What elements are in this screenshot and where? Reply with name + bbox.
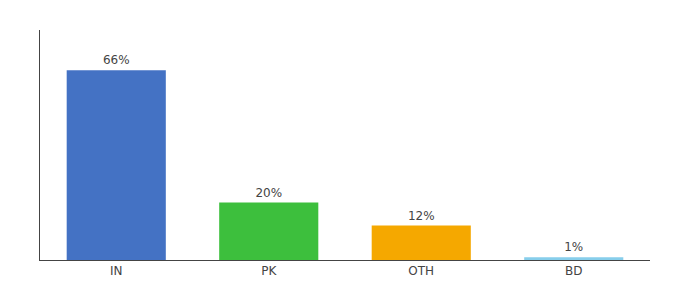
svg-text:BD: BD xyxy=(565,264,582,278)
svg-text:PK: PK xyxy=(261,264,277,278)
svg-text:IN: IN xyxy=(110,264,123,278)
svg-text:OTH: OTH xyxy=(408,264,434,278)
svg-text:66%: 66% xyxy=(103,53,130,67)
svg-text:20%: 20% xyxy=(255,186,282,200)
svg-text:1%: 1% xyxy=(564,240,583,254)
svg-text:12%: 12% xyxy=(408,209,435,223)
